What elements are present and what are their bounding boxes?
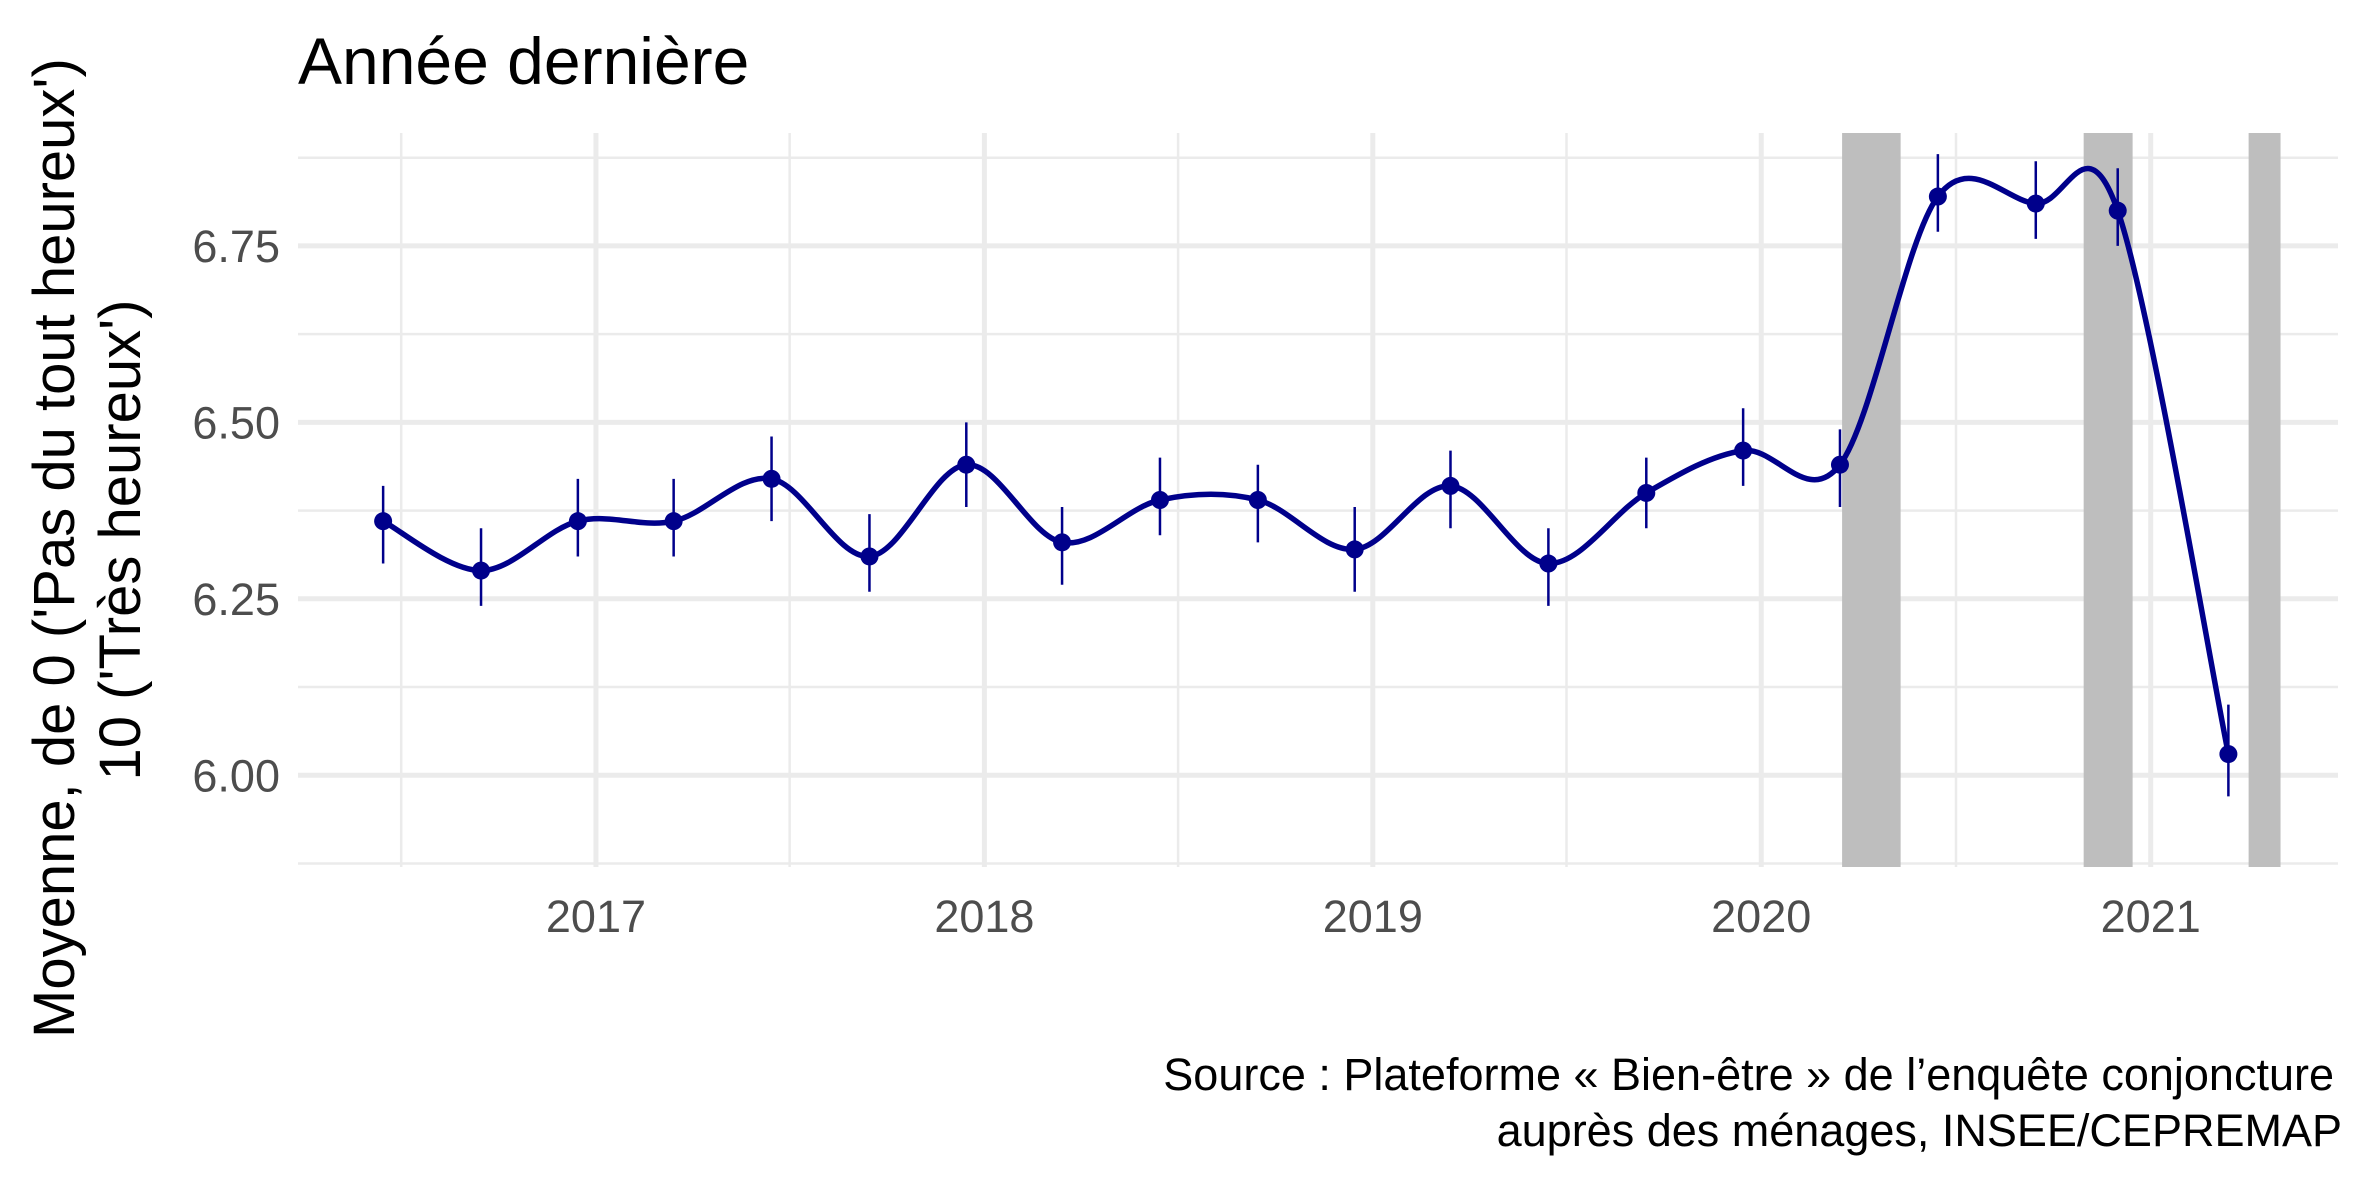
y-tick-label: 6.50	[192, 397, 280, 448]
data-point	[1734, 441, 1753, 460]
x-tick-label: 2021	[2101, 891, 2201, 942]
y-axis-ticks: 6.00 6.25 6.50 6.75	[192, 221, 280, 801]
source-caption-line-2: auprès des ménages, INSEE/CEPREMAP	[1497, 1105, 2342, 1156]
data-point	[1345, 540, 1364, 559]
chart-title: Année dernière	[298, 24, 749, 98]
y-axis-label: Moyenne, de 0 ('Pas du tout heureux') 10…	[22, 42, 153, 1038]
source-caption-line-1: Source : Plateforme « Bien-être » de l’e…	[1163, 1049, 2334, 1100]
x-axis-ticks: 2017 2018 2019 2020 2021	[546, 891, 2201, 942]
shaded-period	[2083, 133, 2133, 867]
data-point	[1441, 476, 1460, 495]
data-point	[1539, 554, 1558, 573]
data-point	[664, 512, 683, 531]
data-point	[1150, 491, 1169, 509]
x-tick-label: 2017	[546, 891, 646, 942]
shaded-period	[1842, 133, 1901, 867]
data-point	[860, 547, 879, 566]
series-line	[380, 165, 2232, 757]
y-tick-label: 6.00	[192, 750, 280, 801]
data-point	[762, 469, 781, 488]
data-point	[568, 512, 587, 531]
shaded-periods	[1842, 133, 2281, 867]
data-point	[1053, 533, 1072, 552]
data-point	[1248, 491, 1267, 509]
series-happiness	[374, 154, 2238, 797]
grid	[298, 133, 2338, 867]
x-tick-label: 2020	[1711, 891, 1811, 942]
y-tick-label: 6.25	[192, 574, 280, 625]
x-tick-label: 2018	[934, 891, 1034, 942]
data-point	[2108, 201, 2127, 220]
data-point	[1637, 483, 1656, 502]
data-point	[2219, 745, 2238, 764]
data-point	[472, 561, 491, 580]
data-point	[374, 512, 393, 531]
y-axis-label-line-2: 10 ('Très heureux')	[88, 300, 153, 781]
data-point	[1830, 455, 1849, 474]
data-point	[2026, 194, 2045, 213]
y-tick-label: 6.75	[192, 221, 280, 272]
data-point	[957, 455, 976, 474]
x-tick-label: 2019	[1323, 891, 1423, 942]
y-axis-label-line-1: Moyenne, de 0 ('Pas du tout heureux')	[22, 58, 87, 1038]
data-point	[1928, 187, 1947, 206]
shaded-period	[2248, 133, 2281, 867]
